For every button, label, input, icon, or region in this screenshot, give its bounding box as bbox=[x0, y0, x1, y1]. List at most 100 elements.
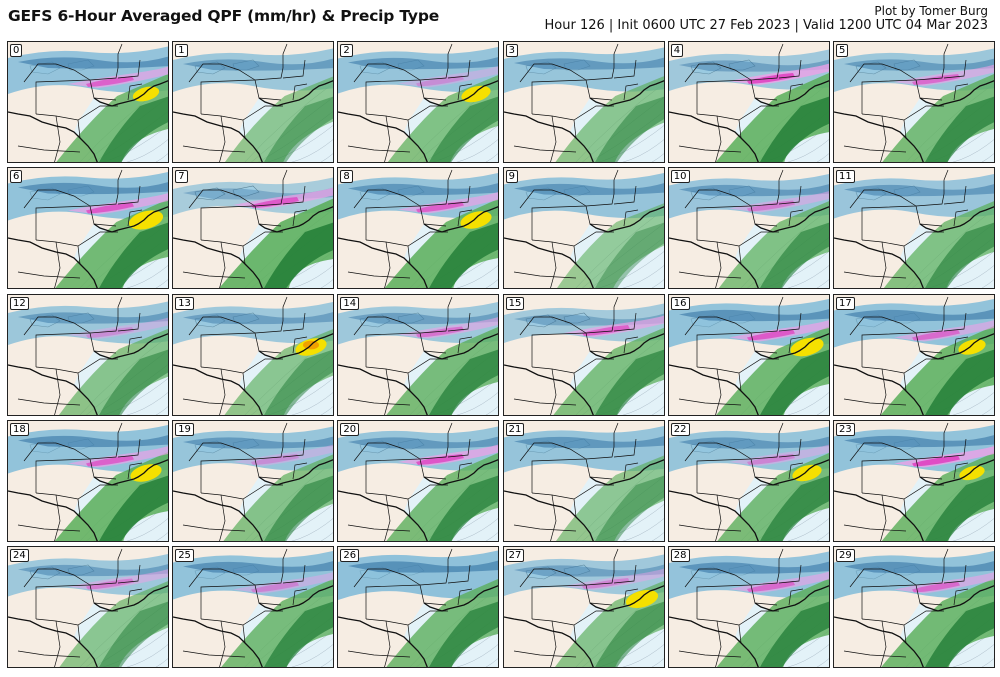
state-border bbox=[750, 79, 777, 101]
state-border bbox=[384, 621, 391, 668]
state-border bbox=[188, 189, 256, 209]
isobar-line bbox=[952, 518, 994, 541]
state-border bbox=[549, 115, 556, 162]
state-border bbox=[77, 498, 81, 517]
state-border bbox=[678, 145, 741, 153]
state-border bbox=[77, 246, 81, 265]
isobar-line bbox=[621, 518, 664, 541]
isobar-line bbox=[651, 153, 664, 162]
state-border bbox=[788, 209, 803, 227]
member-panel-10: 10 bbox=[667, 167, 830, 290]
state-border bbox=[519, 316, 586, 335]
coastline bbox=[668, 80, 829, 162]
member-map bbox=[8, 42, 168, 162]
member-panel-26: 26 bbox=[337, 546, 500, 669]
state-border bbox=[354, 442, 421, 462]
state-border bbox=[943, 549, 949, 574]
state-border bbox=[384, 494, 391, 541]
state-border bbox=[183, 650, 246, 658]
heavy-rain-area bbox=[264, 475, 334, 541]
coastline bbox=[8, 206, 168, 289]
member-panel-1: 1 bbox=[172, 41, 335, 163]
isobar-line bbox=[787, 265, 829, 289]
state-border bbox=[348, 650, 411, 658]
heavy-rain-area bbox=[594, 96, 664, 162]
member-label: 0 bbox=[10, 44, 23, 57]
state-border bbox=[458, 588, 473, 606]
state-border bbox=[354, 63, 421, 83]
heavy-snow-area bbox=[183, 58, 334, 71]
heavy-snow-area bbox=[348, 183, 499, 196]
heavy-rain-area bbox=[925, 222, 994, 289]
state-border bbox=[549, 494, 556, 541]
heavy-snow-area bbox=[348, 57, 499, 70]
member-map bbox=[834, 294, 994, 415]
state-border bbox=[408, 372, 411, 391]
rain-area bbox=[555, 455, 664, 541]
isobar-line bbox=[456, 518, 499, 541]
state-border bbox=[513, 524, 576, 532]
member-label: 22 bbox=[670, 422, 690, 436]
member-panel-27: 27 bbox=[502, 546, 665, 669]
state-border bbox=[420, 585, 447, 606]
heavy-snow-area bbox=[513, 183, 664, 196]
state-border bbox=[23, 442, 91, 462]
state-border bbox=[420, 458, 447, 480]
isobar-line bbox=[981, 532, 994, 541]
isobar-line bbox=[981, 405, 994, 415]
state-border bbox=[254, 206, 282, 227]
state-border bbox=[943, 170, 949, 195]
plot-subtitle: Hour 126 | Init 0600 UTC 27 Feb 2023 | V… bbox=[544, 18, 989, 33]
heavy-rain-area bbox=[759, 222, 829, 289]
mix-area bbox=[912, 455, 960, 467]
coastline bbox=[668, 458, 829, 541]
plot-title: GEFS 6-Hour Averaged QPF (mm/hr) & Preci… bbox=[8, 7, 440, 25]
state-border bbox=[778, 170, 784, 195]
state-border bbox=[549, 368, 556, 415]
heavy-rain-area bbox=[594, 349, 664, 415]
state-border bbox=[778, 296, 784, 321]
state-border bbox=[242, 625, 246, 644]
state-border bbox=[283, 59, 306, 79]
heavy-snow-area bbox=[18, 56, 168, 69]
state-border bbox=[573, 625, 576, 644]
member-panel-15: 15 bbox=[502, 293, 665, 416]
state-border bbox=[843, 398, 907, 405]
state-border bbox=[127, 588, 143, 606]
state-border bbox=[903, 625, 907, 644]
state-border bbox=[117, 438, 141, 458]
state-border bbox=[283, 186, 306, 205]
isobar-line bbox=[291, 644, 334, 668]
member-label: 19 bbox=[175, 422, 194, 436]
member-panel-9: 9 bbox=[502, 167, 665, 290]
member-map bbox=[173, 42, 334, 162]
coastline bbox=[834, 80, 994, 162]
snow-area bbox=[173, 177, 334, 216]
state-border bbox=[788, 336, 803, 353]
heavy-rain-area bbox=[594, 601, 664, 668]
coastline bbox=[668, 585, 829, 668]
state-border bbox=[623, 336, 638, 353]
isobar-line bbox=[102, 630, 168, 668]
heavy-snow-area bbox=[348, 436, 499, 449]
state-border bbox=[458, 209, 473, 227]
coastline bbox=[173, 458, 334, 541]
isobar-line bbox=[291, 518, 334, 541]
heavy-snow-area bbox=[844, 308, 994, 321]
ensemble-member-grid: 0 1 2 3 4 5 6 7 8 9 10 11 12 13 14 15 16 17 18 19 20 21 22 23 24… bbox=[7, 41, 995, 669]
state-border bbox=[127, 83, 143, 101]
state-border bbox=[354, 316, 421, 335]
state-border bbox=[613, 565, 636, 584]
heavy-snow-area bbox=[183, 561, 334, 574]
state-border bbox=[254, 458, 282, 480]
state-border bbox=[254, 585, 282, 606]
state-border bbox=[384, 115, 391, 162]
isobar-line bbox=[155, 279, 168, 289]
state-border bbox=[684, 316, 751, 335]
heavy-snow-area bbox=[183, 436, 334, 449]
state-border bbox=[953, 83, 969, 101]
state-border bbox=[219, 242, 226, 289]
state-border bbox=[458, 462, 473, 479]
member-map bbox=[8, 294, 168, 415]
state-border bbox=[623, 462, 638, 479]
